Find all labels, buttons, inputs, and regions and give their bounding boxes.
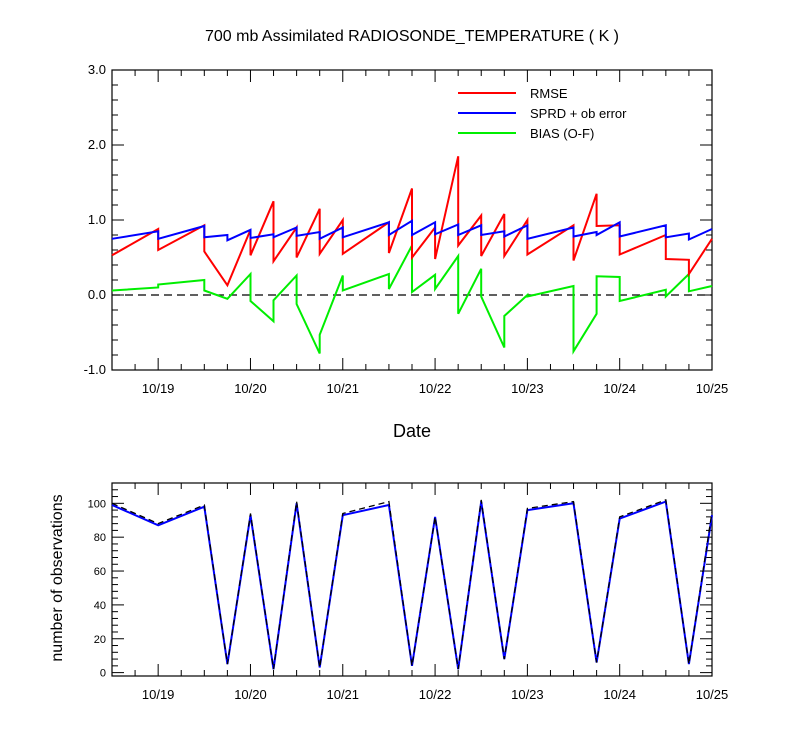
main-x-tick-label: 10/23 bbox=[511, 381, 544, 396]
main-x-tick-label: 10/25 bbox=[696, 381, 729, 396]
obs-y-tick-label: 100 bbox=[88, 498, 106, 510]
main-y-tick-label: -1.0 bbox=[84, 362, 106, 377]
main-y-tick-label: 0.0 bbox=[88, 287, 106, 302]
legend-item-bias: BIAS (O-F) bbox=[458, 126, 594, 141]
top-axes: 10/19 10/20 10/21 10/22 10/23 10/24 10/25 -1.0 0… bbox=[84, 62, 729, 396]
obs-x-tick-label: 10/19 bbox=[142, 687, 175, 702]
main-x-tick-label: 10/24 bbox=[603, 381, 636, 396]
obs-y-tick-label: 20 bbox=[94, 634, 106, 646]
main-x-tick-label: 10/22 bbox=[419, 381, 452, 396]
obs-x-tick-label: 10/23 bbox=[511, 687, 544, 702]
legend-item-rmse: RMSE bbox=[458, 86, 568, 101]
spread-series-line bbox=[111, 219, 713, 242]
obs-x-tick-label: 10/24 bbox=[603, 687, 636, 702]
obs-y-tick-label: 0 bbox=[100, 668, 106, 680]
chart-title: 700 mb Assimilated RADIOSONDE_TEMPERATUR… bbox=[205, 28, 619, 45]
x-axis-label: Date bbox=[393, 421, 431, 441]
main-y-tick-label: 3.0 bbox=[88, 62, 106, 77]
obs-axes: 10/19 10/20 10/21 10/22 10/23 10/24 10/25 0 20 40… bbox=[88, 482, 729, 702]
bias-series-line bbox=[111, 245, 713, 355]
obs-x-tick-label: 10/21 bbox=[326, 687, 359, 702]
legend-label: BIAS (O-F) bbox=[530, 126, 594, 141]
obs-series-group bbox=[111, 499, 713, 670]
legend-label: RMSE bbox=[530, 86, 568, 101]
obs-y-tick-label: 80 bbox=[94, 532, 106, 544]
obs-used-series-line bbox=[111, 500, 713, 670]
main-y-tick-label: 2.0 bbox=[88, 137, 106, 152]
obs-x-tick-label: 10/22 bbox=[419, 687, 452, 702]
obs-x-tick-label: 10/25 bbox=[696, 687, 729, 702]
obs-y-axis-label: number of observations bbox=[49, 494, 66, 661]
obs-x-tick-label: 10/20 bbox=[234, 687, 267, 702]
legend-label: SPRD + ob error bbox=[530, 106, 627, 121]
top-series-group bbox=[111, 156, 713, 355]
obs-y-tick-label: 40 bbox=[94, 600, 106, 612]
main-x-tick-label: 10/21 bbox=[326, 381, 359, 396]
chart-legend: RMSE SPRD + ob error BIAS (O-F) bbox=[458, 86, 627, 141]
legend-item-spread: SPRD + ob error bbox=[458, 106, 627, 121]
main-y-tick-label: 1.0 bbox=[88, 212, 106, 227]
obs-possible-series-line bbox=[111, 499, 713, 670]
obs-plot-frame bbox=[111, 482, 713, 677]
main-x-tick-label: 10/19 bbox=[142, 381, 175, 396]
main-x-tick-label: 10/20 bbox=[234, 381, 267, 396]
obs-y-tick-label: 60 bbox=[94, 566, 106, 578]
